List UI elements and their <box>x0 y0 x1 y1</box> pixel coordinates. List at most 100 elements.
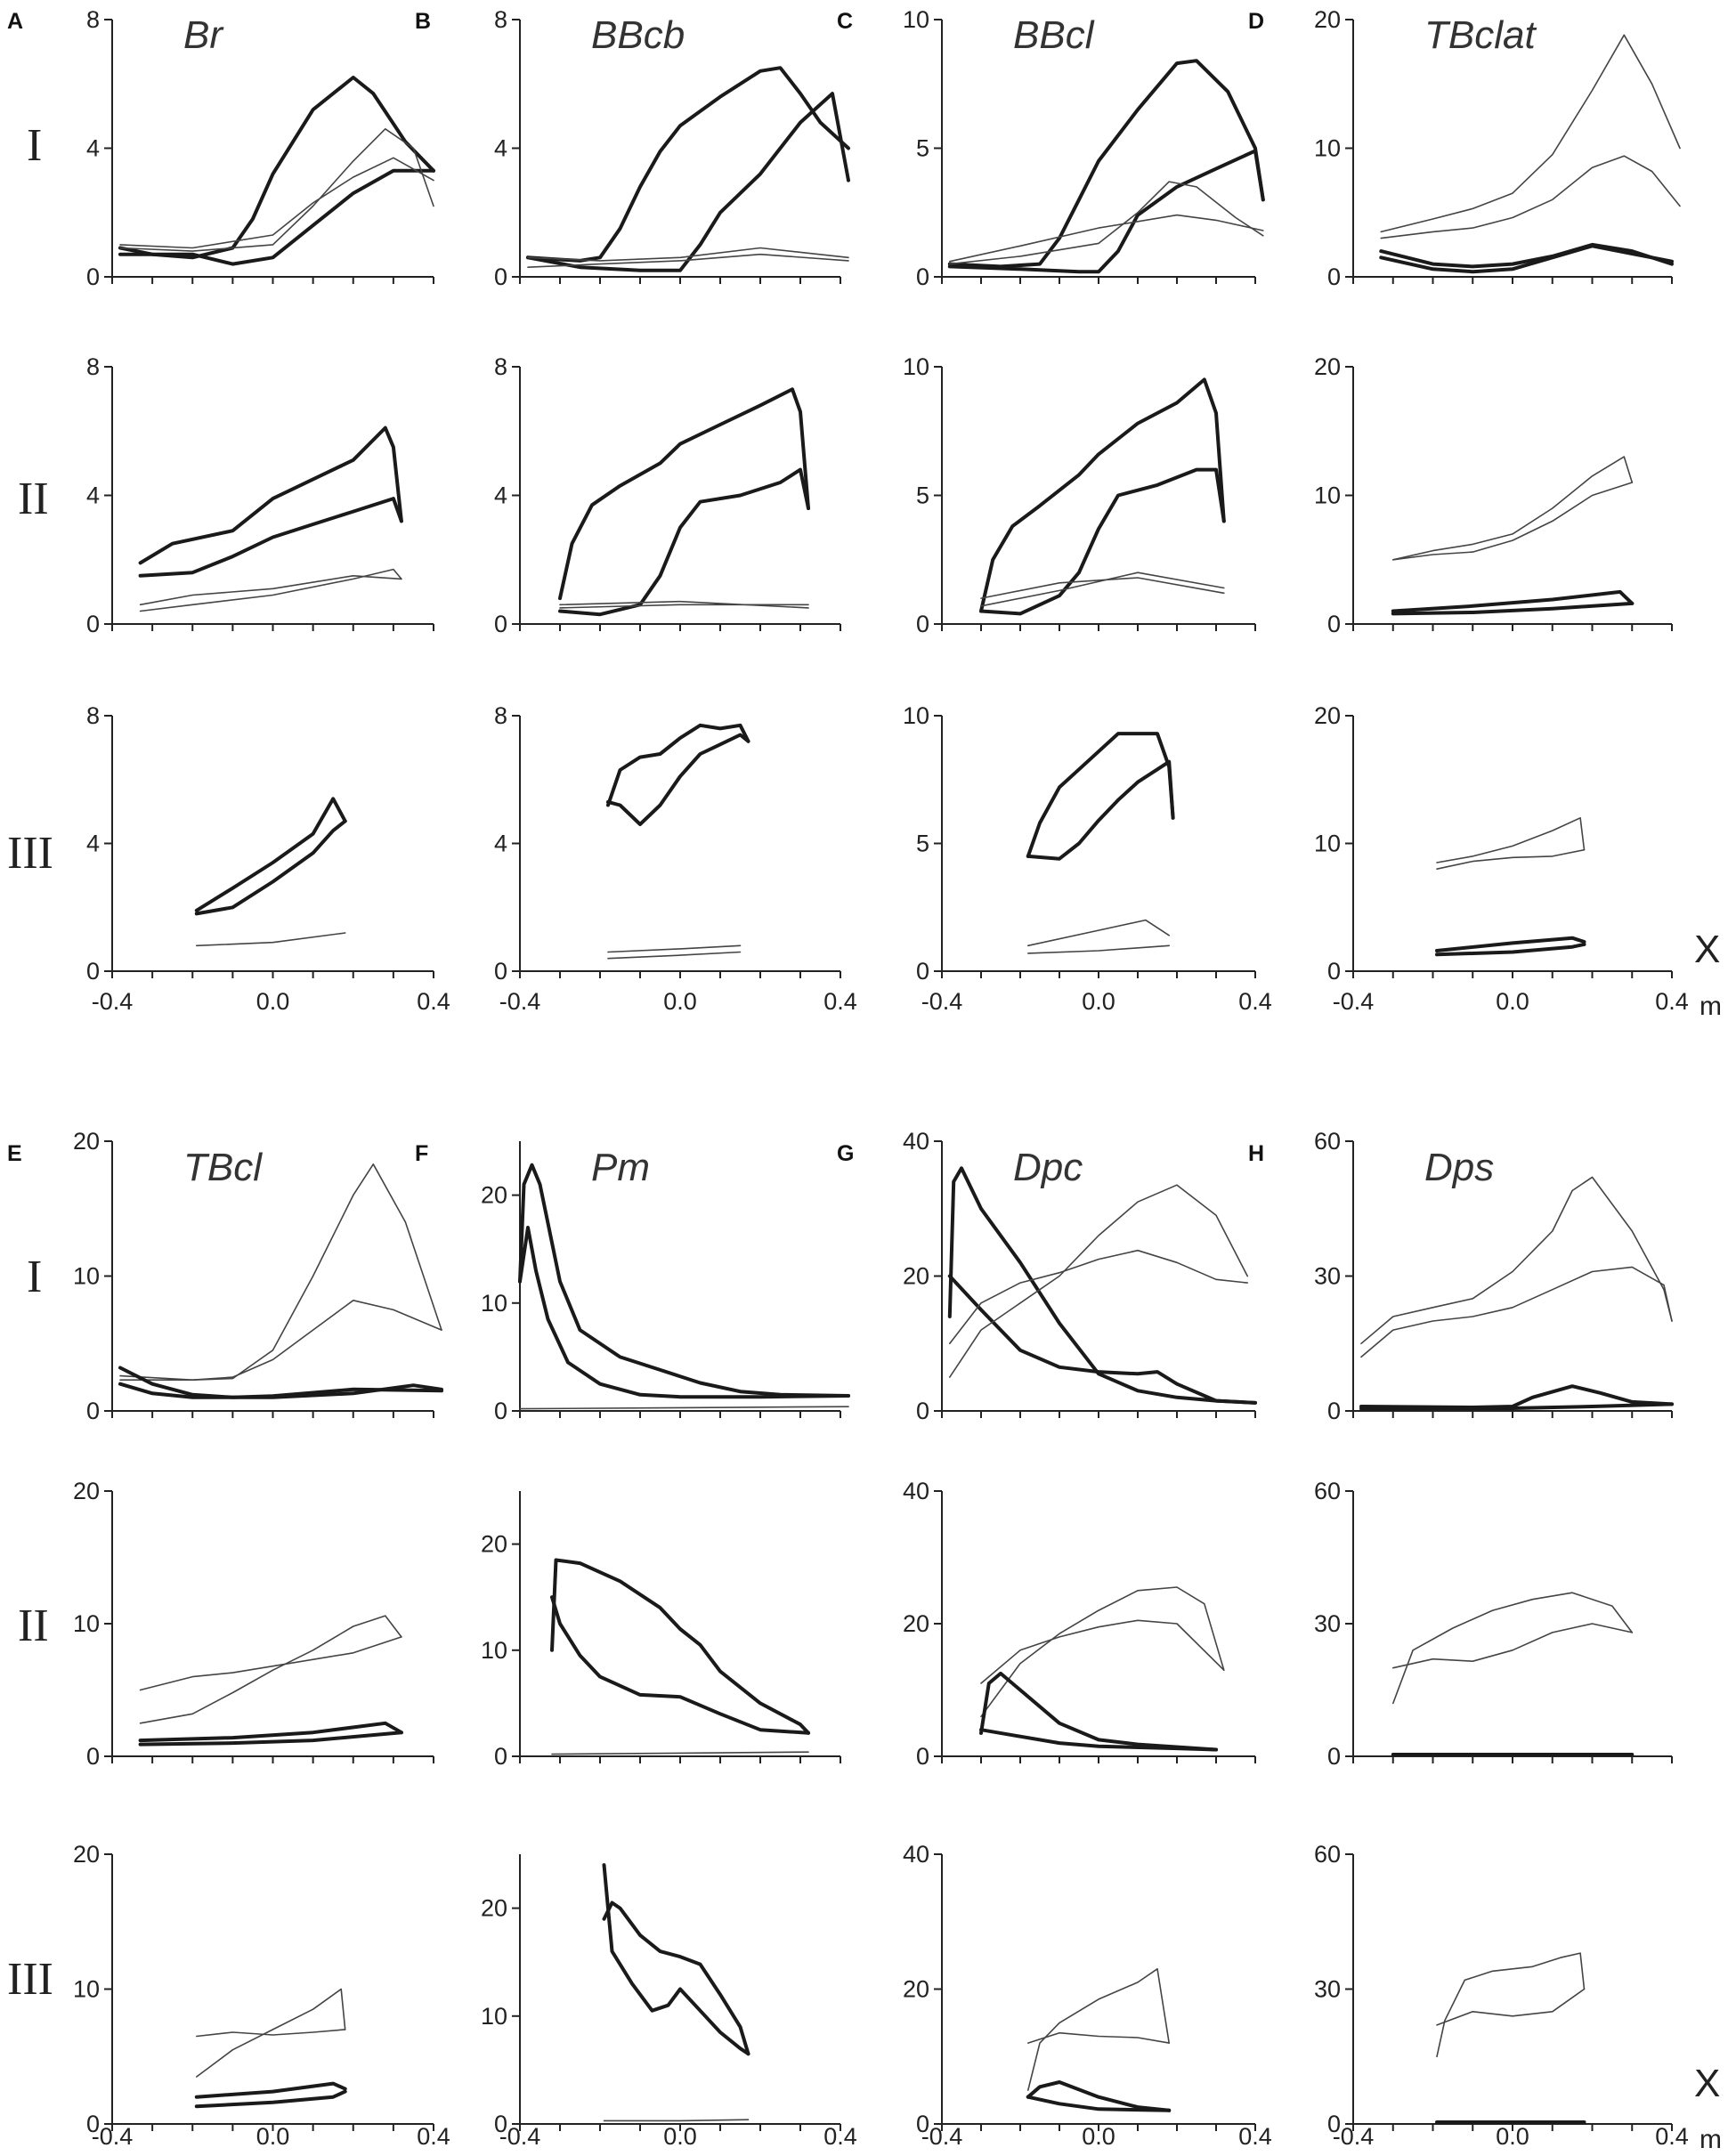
x-tick-label: 0.0 <box>256 2123 290 2150</box>
y-tick-label: 20 <box>73 1478 100 1504</box>
subplot-F-III: 0 10 20 <box>481 1854 841 2137</box>
y-tick-label: 60 <box>1314 1128 1341 1155</box>
y-tick-label: 0 <box>86 263 100 290</box>
series-line-thin-4 <box>949 1249 1248 1345</box>
series-line-thin-1 <box>139 1615 402 1724</box>
series-line-thin-1 <box>1436 817 1586 863</box>
y-tick-label: 10 <box>481 1290 507 1317</box>
subplot-H-II: 0 30 60 <box>1314 1478 1673 1770</box>
x-tick-label: 0.4 <box>1655 2123 1689 2150</box>
subplot-F-I: 0 10 20 <box>481 1141 850 1424</box>
series-line-thick-3 <box>1435 936 1586 952</box>
series-line-thick-2 <box>138 497 403 578</box>
row-label-I-top: I <box>27 120 42 171</box>
y-tick-label: 10 <box>903 702 929 729</box>
series-line-thin-1 <box>1436 1952 1586 2058</box>
series-line-thick-3 <box>118 1366 443 1399</box>
subplot-G-II: 0 20 40 <box>903 1478 1256 1770</box>
y-tick-label: 4 <box>86 135 100 162</box>
series-line-thick-3 <box>1391 589 1635 613</box>
series-line-thick-4 <box>138 1730 403 1747</box>
subplot-G-I: 0 20 40 <box>903 1128 1257 1424</box>
subplot-B-II: 0 4 8 <box>494 353 841 637</box>
series-line-thin-4 <box>139 568 402 612</box>
y-tick-label: 0 <box>494 958 507 985</box>
y-tick-label: 40 <box>903 1478 929 1504</box>
y-tick-label: 20 <box>903 1976 929 2003</box>
panel-H: H Dps 0 30 60 0 30 60 0 30 60 -0.4 0.0 0.4 <box>1248 1128 1689 2150</box>
muscle-title-G: Dpc <box>1013 1146 1083 1189</box>
series-line-thick-2 <box>947 1274 1257 1405</box>
y-tick-label: 5 <box>916 482 929 509</box>
y-tick-label: 30 <box>1314 1610 1341 1637</box>
series-line-thin-2 <box>1392 1623 1634 1669</box>
series-line-thin-3 <box>119 128 434 252</box>
series-line-thin-1 <box>119 1163 442 1381</box>
series-line-thick-2 <box>947 149 1265 274</box>
series-line-thick-4 <box>979 1728 1218 1752</box>
y-tick-label: 10 <box>903 353 929 380</box>
row-label-II-top: II <box>18 474 49 524</box>
panel-letter-B: B <box>415 9 431 34</box>
subplot-H-I: 0 30 60 <box>1314 1128 1674 1424</box>
series-line-thick-2 <box>550 1595 810 1735</box>
series-line-thin-4 <box>559 600 809 609</box>
x-tick-label: -0.4 <box>921 988 963 1015</box>
x-tick-label: 0.4 <box>1238 2123 1272 2150</box>
x-tick-label: 0.4 <box>1238 988 1272 1015</box>
y-tick-label: 4 <box>494 831 507 857</box>
y-tick-label: 20 <box>1314 702 1341 729</box>
series-line-thin-2 <box>196 2029 346 2038</box>
x-axis-symbol-top: X <box>1694 928 1720 971</box>
muscle-title-E: TBcl <box>183 1146 263 1189</box>
y-tick-label: 0 <box>1327 263 1341 290</box>
series-line-thin-4 <box>119 157 434 249</box>
x-tick-label: 0.0 <box>256 988 290 1015</box>
muscle-title-C: BBcl <box>1013 13 1095 57</box>
series-line-thin-3 <box>980 571 1225 607</box>
x-tick-label: 0.4 <box>823 988 857 1015</box>
series-line-thick-1 <box>518 1163 850 1398</box>
series-line-thick-4 <box>1379 244 1674 274</box>
series-line-thin-3 <box>607 944 742 953</box>
subplot-H-III: 0 30 60 <box>1314 1841 1673 2137</box>
series-line-thick-1 <box>602 1901 750 2056</box>
x-tick-label: 0.0 <box>663 2123 697 2150</box>
y-tick-label: 8 <box>494 353 507 380</box>
y-tick-label: 4 <box>86 831 100 857</box>
series-line-thick-4 <box>194 2089 347 2109</box>
x-unit-top: m <box>1699 992 1722 1021</box>
x-tick-label: 0.4 <box>823 2123 857 2150</box>
y-tick-label: 10 <box>903 6 929 33</box>
subplot-B-III: 0 4 8 <box>494 702 841 985</box>
series-line-thick-2 <box>518 1226 850 1399</box>
series-line-thin-2 <box>1436 1988 1586 2026</box>
series-line-thick-2 <box>606 733 750 826</box>
panel-grid: A Br 0 4 8 0 4 8 0 4 8 -0.4 0.0 0.4 B BBcb 0 4 8 0 4 8 0 4 8 -0.4… <box>7 6 1689 2150</box>
series-line-thick-3 <box>138 1721 403 1743</box>
panel-D: D TBclat 0 10 20 0 10 20 0 10 20 -0.4 0.0 0.4 <box>1248 6 1689 1015</box>
y-tick-label: 0 <box>916 263 929 290</box>
series-line-thick-1 <box>1026 732 1175 858</box>
y-tick-label: 20 <box>73 1128 100 1155</box>
series-line-thin-3 <box>559 604 809 609</box>
series-line-thick-1 <box>138 426 403 565</box>
series-line-thick-1 <box>118 76 435 260</box>
subplot-E-III: 0 10 20 <box>73 1841 434 2137</box>
y-tick-label: 20 <box>481 1895 507 1922</box>
series-line-thick-1 <box>550 1558 810 1735</box>
y-tick-label: 20 <box>903 1263 929 1290</box>
series-line-thick-2 <box>558 467 810 617</box>
series-line-thick-1 <box>558 387 810 601</box>
series-line-thin-2 <box>980 1619 1225 1684</box>
series-line-thin-2 <box>119 1300 442 1381</box>
series-line-thick-4 <box>1026 2095 1172 2112</box>
series-line-thin-2 <box>1360 1266 1673 1358</box>
y-tick-label: 0 <box>916 958 929 985</box>
y-tick-label: 20 <box>903 1610 929 1637</box>
series-line-thin-3 <box>949 181 1264 265</box>
subplot-A-I: 0 4 8 <box>86 6 435 290</box>
subplot-E-II: 0 10 20 <box>73 1478 434 1770</box>
series-line-thick-2 <box>602 1863 750 2056</box>
